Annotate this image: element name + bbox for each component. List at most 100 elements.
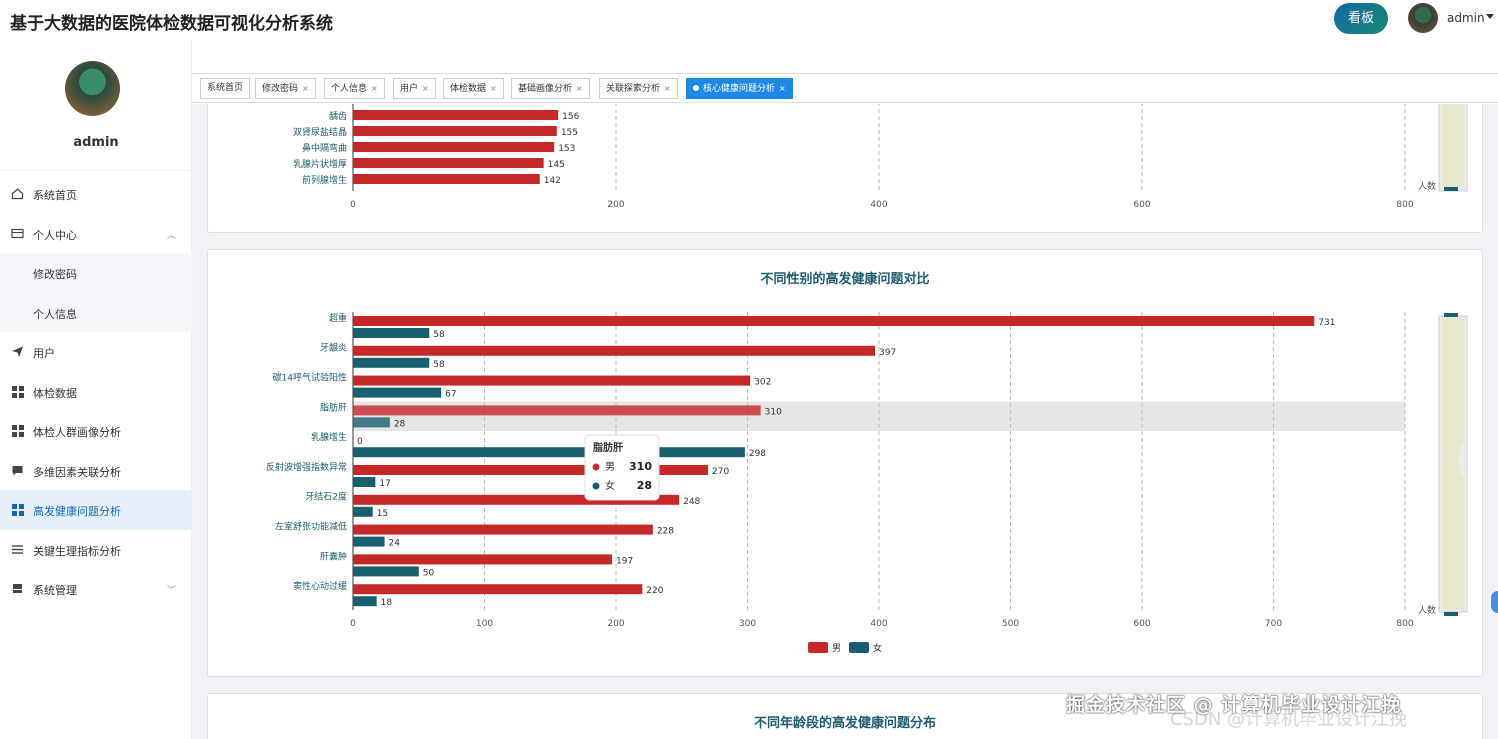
tab-core-health[interactable]: 核心健康问题分析 × <box>686 78 793 99</box>
top-issues-chart[interactable]: 0 200 400 600 800 龋齿 156 双肾尿盐结晶 155 鼻中隔弯曲 153 乳腺片状增… <box>208 104 1484 234</box>
chart-card-top-issues: 0 200 400 600 800 龋齿 156 双肾尿盐结晶 155 鼻中隔弯曲 153 乳腺片状增… <box>207 104 1483 233</box>
x-tick-label: 400 <box>870 619 887 629</box>
tab-users[interactable]: 用户 × <box>393 78 436 99</box>
sidebar-item-label: 系统管理 <box>33 584 77 597</box>
data-label: 153 <box>558 144 575 154</box>
tab-personal-info[interactable]: 个人信息 × <box>324 78 385 99</box>
data-label: 58 <box>433 330 445 340</box>
close-icon[interactable]: × <box>490 84 497 93</box>
x-tick-label: 300 <box>739 619 756 629</box>
user-dropdown-caret-icon[interactable] <box>1486 14 1494 19</box>
top-header: 基于大数据的医院体检数据可视化分析系统 看板 admin <box>0 0 1498 40</box>
x-tick-label: 200 <box>607 200 624 210</box>
data-label: 15 <box>377 509 388 519</box>
tab-association[interactable]: 关联探索分析 × <box>599 78 678 99</box>
app-title: 基于大数据的医院体检数据可视化分析系统 <box>10 14 333 34</box>
datazoom-fill <box>1442 104 1464 187</box>
tooltip-title: 脂肪肝 <box>592 441 623 454</box>
sidebar-item-label: 个人中心 <box>33 228 77 242</box>
tab-exam-data[interactable]: 体检数据 × <box>443 78 504 99</box>
chart-title: 不同年龄段的高发健康问题分布 <box>753 716 936 731</box>
sidebar-item-personal-center[interactable]: 个人中心 ︿ <box>0 214 192 254</box>
close-icon[interactable]: × <box>664 84 671 93</box>
datazoom-fill <box>1442 318 1464 610</box>
data-label: 228 <box>657 527 674 537</box>
sidebar-item-label: 关键生理指标分析 <box>33 544 121 558</box>
sidebar-item-users[interactable]: 用户 <box>0 332 192 372</box>
sidebar-item-home[interactable]: 系统首页 <box>0 174 192 214</box>
watermark-csdn: CSDN @计算机毕业设计江挽 <box>1170 709 1408 730</box>
tab-label: 用户 <box>400 84 419 94</box>
bar-female <box>353 387 442 398</box>
header-avatar[interactable] <box>1408 3 1438 33</box>
close-icon[interactable]: × <box>302 84 309 93</box>
sidebar-item-system-admin[interactable]: 系统管理 ﹀ <box>0 569 192 609</box>
data-label: 50 <box>423 568 435 578</box>
tooltip-series-name: 男 <box>605 461 615 473</box>
close-icon[interactable]: × <box>422 84 429 93</box>
tab-bar: 系统首页 修改密码 × 个人信息 × 用户 × 体检数据 × 基础画像分析 × 关联探索分… <box>192 73 1498 103</box>
tab-home[interactable]: 系统首页 <box>200 78 251 99</box>
bar-female <box>353 536 385 547</box>
data-label: 17 <box>379 479 390 489</box>
sidebar-item-label: 个人信息 <box>33 307 77 321</box>
floating-scroll-button[interactable] <box>1491 591 1498 613</box>
y-tick-label: 脂肪肝 <box>320 401 347 413</box>
dashboard-button[interactable]: 看板 <box>1334 3 1388 34</box>
watermark: 掘金技术社区 @ 计算机毕业设计江挽 <box>1066 694 1402 716</box>
legend-label: 男 <box>832 643 841 654</box>
sidebar-item-factor-association[interactable]: 多维因素关联分析 <box>0 451 192 491</box>
sidebar-item-label: 体检数据 <box>33 386 77 400</box>
sidebar-item-change-password[interactable]: 修改密码 <box>0 253 192 293</box>
send-icon <box>11 345 24 358</box>
main-content[interactable]: 0 200 400 600 800 龋齿 156 双肾尿盐结晶 155 鼻中隔弯曲 153 乳腺片状增… <box>192 104 1498 739</box>
close-icon[interactable]: × <box>371 84 378 93</box>
sidebar-item-personal-info[interactable]: 个人信息 <box>0 292 192 332</box>
data-label: 298 <box>749 449 766 459</box>
bar-female <box>353 447 745 458</box>
bar-female <box>353 566 419 577</box>
sidebar-item-exam-data[interactable]: 体检数据 <box>0 372 192 412</box>
x-tick-label: 400 <box>870 200 887 210</box>
sidebar-item-key-indicators[interactable]: 关键生理指标分析 <box>0 530 192 570</box>
y-tick-label: 牙结石2度 <box>305 491 347 503</box>
bar-male <box>353 554 613 565</box>
active-dot-icon <box>693 85 699 91</box>
sidebar-avatar <box>65 61 120 116</box>
bar <box>353 110 559 120</box>
data-label: 397 <box>879 348 896 358</box>
bar-male <box>353 375 751 386</box>
bar-male <box>353 316 1315 326</box>
header-username[interactable]: admin <box>1447 11 1485 25</box>
data-label: 145 <box>548 160 565 170</box>
x-tick-label: 0 <box>350 619 356 629</box>
sidebar-item-label: 修改密码 <box>33 268 77 281</box>
sidebar-item-health-issues[interactable]: 高发健康问题分析 <box>0 490 192 530</box>
data-label: 156 <box>562 112 579 122</box>
bar-male <box>353 524 653 535</box>
close-icon[interactable]: × <box>576 84 583 93</box>
sidebar-item-label: 多维因素关联分析 <box>33 465 121 479</box>
close-icon[interactable]: × <box>779 84 786 93</box>
tab-label: 基础画像分析 <box>518 84 573 94</box>
tab-label: 系统首页 <box>207 83 244 93</box>
bar-male <box>353 345 876 356</box>
sidebar-item-population-profile[interactable]: 体检人群画像分析 <box>0 411 192 451</box>
datazoom-label: 人数 <box>1418 180 1436 192</box>
grid-icon <box>12 425 24 437</box>
y-tick-label: 超重 <box>329 312 347 324</box>
tab-change-password[interactable]: 修改密码 × <box>255 78 316 99</box>
data-label: 220 <box>646 586 663 596</box>
chevron-up-icon: ︿ <box>167 230 177 241</box>
chart-card-gender: 不同性别的高发健康问题对比 0 100 200 300 400 500 600 700 800 超… <box>207 249 1483 677</box>
y-tick-label: 反射波增强指数异常 <box>266 461 347 473</box>
bar <box>353 174 540 184</box>
legend-swatch-male <box>808 642 828 653</box>
y-tick-label: 乳腺增生 <box>311 431 347 443</box>
x-tick-label: 100 <box>476 619 493 629</box>
y-tick-label: 窦性心动过缓 <box>293 580 347 592</box>
grid-icon <box>12 504 24 516</box>
tab-basic-profile[interactable]: 基础画像分析 × <box>511 78 590 99</box>
chat-icon <box>11 464 24 477</box>
